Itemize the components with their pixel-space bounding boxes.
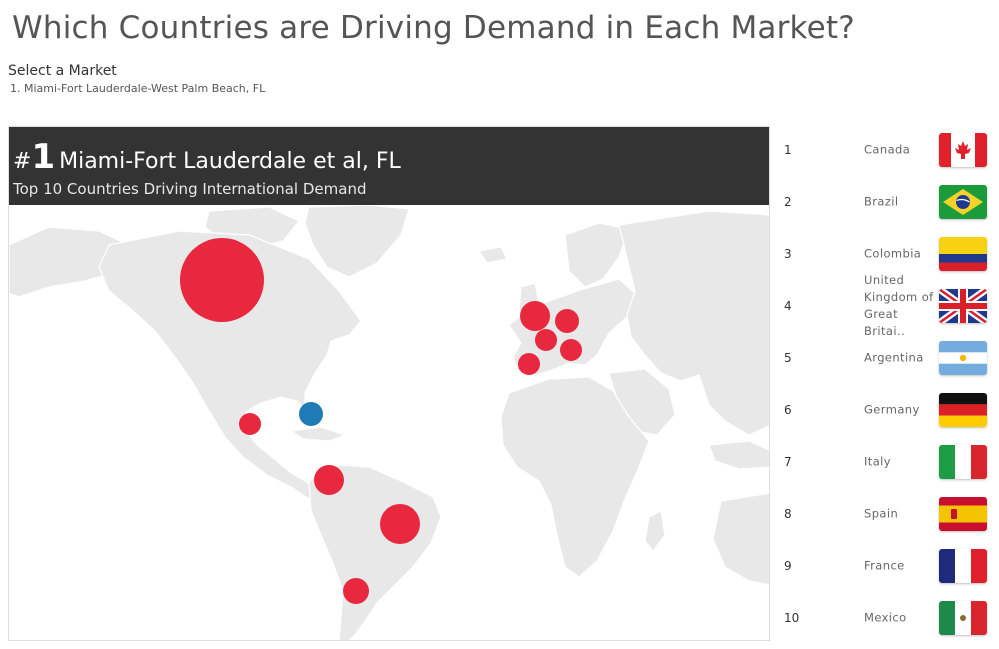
land-caribbean [289,426,347,442]
country-name: United Kingdom of Great Britai.. [864,273,934,338]
map-panel: #1 Miami-Fort Lauderdale et al, FL Top 10… [8,126,770,641]
banner-market-name: Miami-Fort Lauderdale et al, FL [59,149,401,174]
land-australia [712,492,769,586]
bubble-germany[interactable] [555,309,579,333]
bubble-italy[interactable] [560,339,582,361]
top-countries-list: 1 Canada 2 Brazil 3 Colombia [780,126,995,641]
uk-flag-icon [939,289,987,323]
country-name: Brazil [864,194,899,209]
bubble-france[interactable] [535,329,557,351]
land-asia [618,210,769,436]
country-row-2[interactable]: 2 Brazil [780,178,995,226]
bubble-colombia[interactable] [314,465,344,495]
country-rank: 6 [784,403,792,417]
country-row-4[interactable]: 4 United Kingdom of Great Britai.. [780,273,995,338]
country-name: Italy [864,454,891,469]
country-rank: 1 [784,143,792,157]
canada-flag-icon [939,133,987,167]
bubble-mexico[interactable] [239,413,261,435]
country-rank: 9 [784,559,792,573]
italy-flag-icon [939,445,987,479]
country-row-9[interactable]: 9 France [780,542,995,590]
land-iceland [477,246,508,264]
banner-hash: # [13,149,32,174]
land-africa [500,376,650,578]
france-flag-icon [939,549,987,583]
bubble-canada[interactable] [180,238,264,322]
country-row-3[interactable]: 3 Colombia [780,230,995,278]
country-row-10[interactable]: 10 Mexico [780,594,995,642]
bubble-miami[interactable] [299,402,323,426]
demand-bubbles[interactable] [180,238,582,604]
land-madagascar [644,510,666,552]
argentina-flag-icon [939,341,987,375]
land-alaska [9,226,130,298]
country-name: Spain [864,506,899,521]
country-rank: 5 [784,351,792,365]
country-name: Colombia [864,246,922,261]
banner-heading: #1 Miami-Fort Lauderdale et al, FL [13,137,401,177]
country-rank: 8 [784,507,792,521]
brazil-flag-icon [939,185,987,219]
country-rank: 2 [784,195,792,209]
country-rank: 4 [784,299,792,313]
spain-flag-icon [939,497,987,531]
land-masses [9,205,769,640]
market-filter-label: Select a Market [8,63,117,79]
land-scandinavia [564,222,630,288]
mexico-flag-icon [939,601,987,635]
country-row-5[interactable]: 5 Argentina [780,334,995,382]
page-title: Which Countries are Driving Demand in Ea… [12,10,855,46]
colombia-flag-icon [939,237,987,271]
country-row-7[interactable]: 7 Italy [780,438,995,486]
banner-rank: 1 [31,137,56,177]
bubble-argentina[interactable] [343,578,369,604]
bubble-brazil[interactable] [380,504,420,544]
country-name: Canada [864,142,911,157]
land-greenland [304,205,410,278]
bubble-spain[interactable] [518,353,540,375]
market-filter-dropdown[interactable]: 1. Miami-Fort Lauderdale-West Palm Beach… [10,82,266,95]
land-north-america [98,230,362,500]
market-banner: #1 Miami-Fort Lauderdale et al, FL Top 10… [9,127,769,205]
world-map[interactable] [9,205,770,641]
country-row-6[interactable]: 6 Germany [780,386,995,434]
country-rank: 3 [784,247,792,261]
germany-flag-icon [939,393,987,427]
country-rank: 10 [784,611,800,625]
country-name: Argentina [864,350,924,365]
country-row-1[interactable]: 1 Canada [780,126,995,174]
bubble-united-kingdom[interactable] [520,301,550,331]
country-name: Germany [864,402,920,417]
land-se-asia-islands [708,440,769,470]
country-name: France [864,558,905,573]
country-rank: 7 [784,455,792,469]
banner-subtitle: Top 10 Countries Driving International D… [13,180,367,198]
country-row-8[interactable]: 8 Spain [780,490,995,538]
country-name: Mexico [864,610,907,625]
